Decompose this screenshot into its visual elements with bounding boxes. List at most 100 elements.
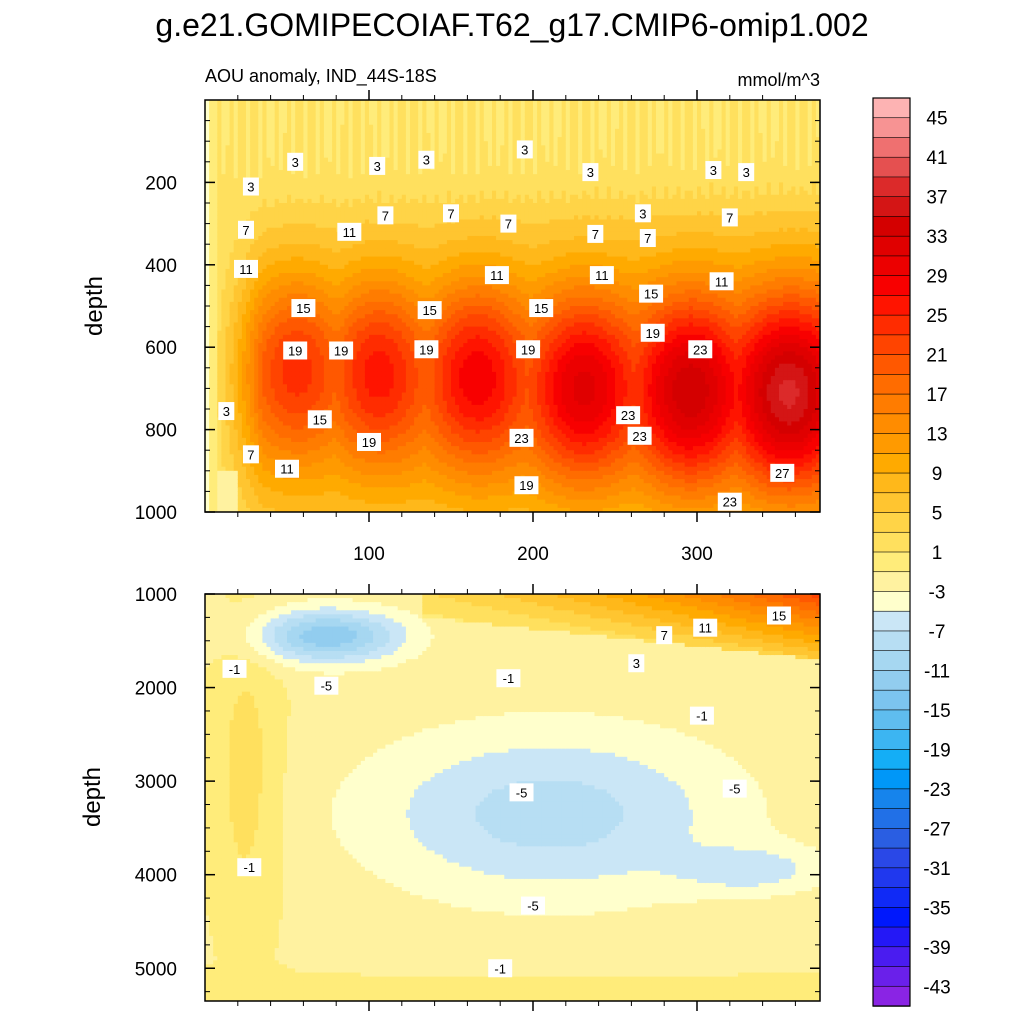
field-cell <box>295 507 300 512</box>
field-cell <box>373 326 378 332</box>
field-cell <box>246 207 251 212</box>
field-cell <box>299 388 304 394</box>
field-cell <box>307 433 313 439</box>
field-cell <box>258 277 263 282</box>
field-cell <box>369 330 374 336</box>
field-cell <box>282 495 288 501</box>
field-cell <box>364 297 370 303</box>
field-cell <box>344 417 350 422</box>
field-cell <box>307 371 313 377</box>
field-cell <box>241 409 247 414</box>
field-cell <box>303 112 309 118</box>
field-cell <box>307 396 313 402</box>
field-cell <box>336 165 341 171</box>
field-cell <box>213 318 218 324</box>
field-cell <box>319 314 325 319</box>
field-cell <box>364 495 370 501</box>
field-cell <box>389 273 395 278</box>
field-cell <box>274 141 280 146</box>
field-cell <box>274 285 280 291</box>
field-cell <box>266 306 272 311</box>
field-cell <box>246 314 251 319</box>
field-cell <box>246 425 251 431</box>
field-cell <box>336 483 341 488</box>
field-cell <box>373 507 378 512</box>
field-cell <box>209 384 214 389</box>
field-cell <box>221 351 227 357</box>
field-cell <box>360 322 366 328</box>
field-cell <box>311 359 317 365</box>
field-cell <box>319 264 325 270</box>
field-cell <box>315 466 321 472</box>
field-cell <box>213 137 218 142</box>
field-cell <box>348 483 354 488</box>
field-cell <box>319 466 325 472</box>
field-cell <box>241 112 247 118</box>
field-cell <box>237 400 243 406</box>
field-cell <box>393 207 399 212</box>
field-cell <box>405 141 411 146</box>
field-cell <box>262 396 268 402</box>
field-cell <box>356 491 362 497</box>
field-cell <box>397 310 403 315</box>
field-cell <box>266 128 272 134</box>
field-cell <box>278 273 284 278</box>
field-cell <box>352 479 358 484</box>
field-cell <box>381 351 386 357</box>
field-cell <box>340 363 345 369</box>
field-cell <box>315 454 321 460</box>
field-cell <box>262 495 268 501</box>
field-cell <box>229 293 235 299</box>
field-cell <box>401 318 407 324</box>
field-cell <box>369 479 374 484</box>
field-cell <box>225 215 231 221</box>
field-cell <box>221 231 227 237</box>
field-cell <box>328 400 333 406</box>
field-cell <box>393 446 399 451</box>
field-cell <box>237 458 243 464</box>
field-cell <box>229 182 235 188</box>
field-cell <box>221 227 227 233</box>
field-cell <box>319 301 325 307</box>
field-cell <box>254 277 259 282</box>
field-cell <box>319 149 325 155</box>
field-cell <box>393 273 399 278</box>
field-cell <box>270 293 276 299</box>
field-cell <box>311 198 317 204</box>
field-cell <box>332 273 337 278</box>
field-cell <box>328 235 333 241</box>
field-cell <box>373 376 378 381</box>
field-cell <box>315 306 321 311</box>
field-cell <box>246 277 251 282</box>
field-cell <box>381 137 386 142</box>
field-cell <box>237 141 243 146</box>
field-cell <box>291 371 296 377</box>
field-cell <box>364 186 370 192</box>
field-cell <box>385 124 391 130</box>
field-cell <box>360 499 366 505</box>
field-cell <box>233 108 239 113</box>
field-cell <box>291 417 296 422</box>
field-cell <box>291 223 296 229</box>
field-cell <box>250 170 255 175</box>
field-cell <box>356 425 362 431</box>
field-cell <box>393 112 399 118</box>
field-cell <box>270 145 276 151</box>
field-cell <box>348 215 354 221</box>
field-cell <box>377 231 382 237</box>
field-cell <box>287 264 292 270</box>
field-cell <box>237 174 243 179</box>
field-cell <box>225 462 231 468</box>
field-cell <box>225 198 231 204</box>
field-cell <box>356 495 362 501</box>
field-cell <box>364 371 370 377</box>
field-cell <box>241 351 247 357</box>
field-cell <box>229 326 235 332</box>
field-cell <box>254 400 259 406</box>
field-cell <box>373 244 378 249</box>
field-cell <box>241 174 247 179</box>
field-cell <box>352 108 358 113</box>
field-cell <box>323 355 329 361</box>
field-cell <box>278 132 284 138</box>
field-cell <box>381 343 386 348</box>
